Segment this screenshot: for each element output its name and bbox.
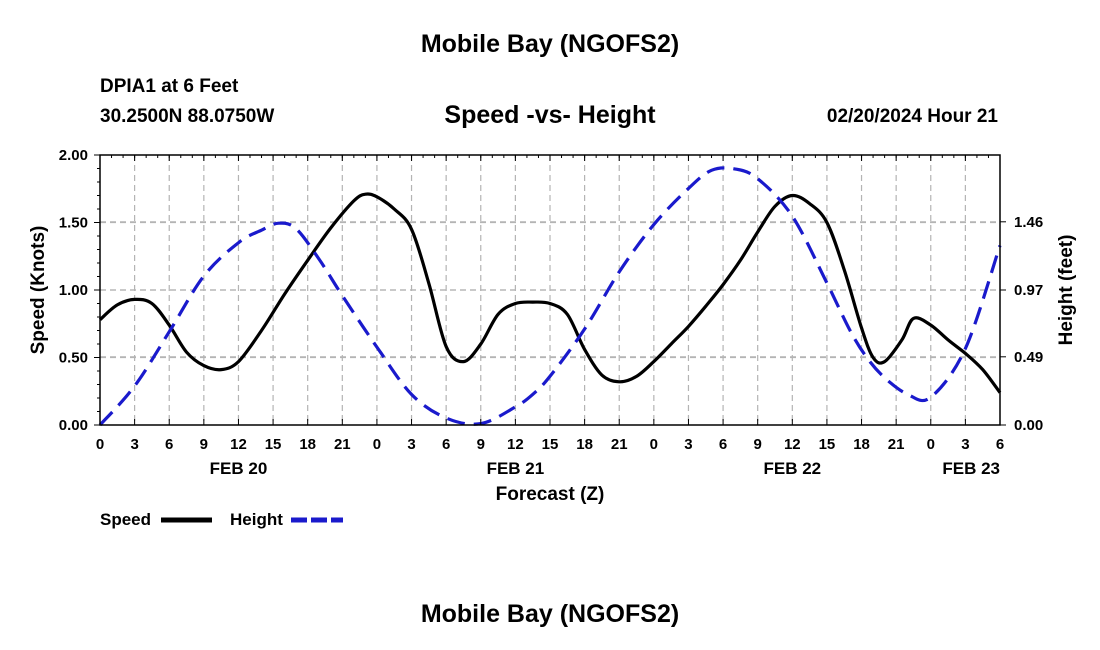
x-tick-label: 9 [200,436,208,453]
y-left-tick-label: 0.50 [59,350,88,367]
date-label: FEB 20 [210,459,268,478]
y-right-tick-label: 0.97 [1014,282,1043,299]
x-tick-label: 15 [265,436,282,453]
y-left-tick-label: 2.00 [59,147,88,164]
x-tick-label: 15 [819,436,836,453]
x-tick-label: 21 [334,436,351,453]
legend-height-label: Height [230,510,283,529]
x-tick-label: 18 [576,436,593,453]
x-tick-label: 21 [888,436,905,453]
x-tick-label: 6 [165,436,173,453]
x-tick-label: 15 [542,436,559,453]
x-tick-label: 3 [961,436,969,453]
x-tick-label: 18 [299,436,316,453]
frame-layer [94,154,1006,426]
series-line-speed [98,192,1002,394]
date-label: FEB 22 [763,459,821,478]
x-tick-label: 6 [442,436,450,453]
x-tick-label: 12 [784,436,801,453]
x-tick-label: 6 [719,436,727,453]
x-tick-label: 18 [853,436,870,453]
x-tick-label: 0 [373,436,381,453]
x-tick-label: 3 [130,436,138,453]
date-label: FEB 23 [942,459,1000,478]
y-right-tick-label: 0.00 [1014,417,1043,434]
y-left-axis-title: Speed (Knots) [28,226,49,355]
x-tick-label: 6 [996,436,1004,453]
grid-layer [100,155,1000,425]
x-tick-label: 3 [684,436,692,453]
plot-frame [99,154,1001,426]
date-label: FEB 21 [487,459,545,478]
y-right-tick-label: 1.46 [1014,214,1043,231]
y-left-tick-label: 1.50 [59,215,88,232]
x-tick-label: 12 [507,436,524,453]
chart-subtitle: Speed -vs- Height [444,101,656,129]
series-line-height [98,166,1002,427]
x-tick-label: 0 [96,436,104,453]
y-left-tick-label: 1.00 [59,282,88,299]
y-left-tick-label: 0.00 [59,417,88,434]
x-tick-label: 0 [650,436,658,453]
label-layer: 0 3 6 9 12 15 18 21 0 3 6 9 12 15 18 21 0 3 6 9 12 15 18 21 0 3 60… [28,147,1077,529]
x-tick-label: 9 [477,436,485,453]
station-coordinates: 30.2500N 88.0750W [100,106,275,127]
legend-speed-label: Speed [100,510,151,529]
forecast-datetime: 02/20/2024 Hour 21 [826,106,998,127]
main-title: Mobile Bay (NGOFS2) [420,30,680,58]
x-tick-label: 9 [754,436,762,453]
y-right-axis-title: Height (feet) [1056,235,1077,346]
x-tick-label: 3 [407,436,415,453]
x-tick-label: 0 [927,436,935,453]
x-axis-title: Forecast (Z) [496,484,605,505]
footer-title: Mobile Bay (NGOFS2) [420,600,680,628]
station-label: DPIA1 at 6 Feet [100,76,239,97]
y-right-tick-label: 0.49 [1014,349,1043,366]
series-layer [98,166,1002,427]
x-tick-label: 12 [230,436,247,453]
x-tick-label: 21 [611,436,628,453]
